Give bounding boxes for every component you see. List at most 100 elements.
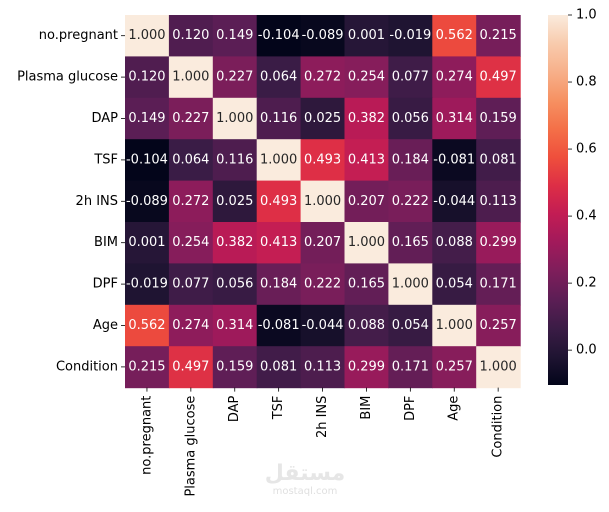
cell-value-r5-c1: 0.254: [172, 235, 209, 250]
heatmap-cell-r4-c7: [432, 180, 477, 223]
cell-value-r7-c7: 1.000: [436, 318, 473, 333]
heatmap-cell-r1-c0: [125, 56, 170, 99]
heatmap-cell-r3-c3: [256, 139, 302, 182]
cell-value-r8-c1: 0.497: [172, 359, 209, 374]
colorbar-tick-label-1: 0.2: [576, 276, 597, 291]
heatmap-cell-r5-c4: [300, 222, 346, 264]
heatmap-cell-r0-c2: [212, 15, 258, 57]
row-label-6: DPF: [93, 277, 118, 292]
cell-value-r1-c3: 0.064: [260, 70, 297, 85]
heatmap-cell-r4-c0: [125, 180, 170, 223]
colorbar-tick-label-3: 0.6: [576, 142, 597, 157]
cell-value-r5-c6: 0.165: [392, 235, 429, 250]
cell-value-r3-c6: 0.184: [392, 152, 429, 167]
cell-value-r0-c5: 0.001: [348, 28, 385, 43]
heatmap-cell-r4-c1: [168, 180, 214, 223]
row-label-5: BIM: [94, 235, 118, 250]
cell-value-r2-c1: 0.227: [172, 111, 209, 126]
colorbar-tick-label-5: 1.0: [576, 8, 597, 23]
cell-value-r5-c3: 0.413: [260, 235, 297, 250]
heatmap-cell-r5-c1: [168, 222, 214, 264]
cell-value-r6-c3: 0.184: [260, 277, 297, 292]
cell-value-r8-c2: 0.159: [216, 359, 253, 374]
cell-value-r3-c7: -0.081: [433, 152, 475, 167]
col-label-2: DAP: [227, 395, 242, 422]
heatmap-cell-r4-c4: [300, 180, 346, 223]
col-label-3: TSF: [271, 396, 286, 421]
heatmap-cell-r0-c0: [125, 15, 170, 57]
x-axis-tick-labels: no.pregnant Plasma glucose DAP TSF 2h INS BIM…: [139, 387, 506, 497]
heatmap-cell-r1-c1: [168, 56, 214, 99]
heatmap-cell-r4-c5: [344, 180, 389, 223]
cell-value-r8-c5: 0.299: [348, 359, 385, 374]
cell-value-r4-c2: 0.025: [216, 194, 253, 209]
heatmap-cell-r5-c7: [432, 222, 477, 264]
cell-value-r0-c3: -0.104: [258, 28, 300, 43]
cell-value-r4-c5: 0.207: [348, 194, 385, 209]
cell-value-r4-c1: 0.272: [172, 194, 209, 209]
heatmap-cell-r8-c4: [300, 346, 346, 389]
cell-value-r8-c8: 1.000: [480, 359, 517, 374]
heatmap-cell-r0-c6: [388, 15, 433, 57]
cell-value-r1-c6: 0.077: [392, 70, 429, 85]
cell-value-r2-c5: 0.382: [348, 111, 385, 126]
cell-value-r0-c2: 0.149: [216, 28, 253, 43]
cell-value-r2-c0: 0.149: [128, 111, 165, 126]
colorbar-tick-label-0: 0.0: [576, 343, 597, 358]
col-label-8: Condition: [491, 396, 506, 458]
cell-value-r1-c1: 1.000: [172, 70, 209, 85]
heatmap-cell-r1-c3: [256, 56, 302, 99]
cell-value-r5-c5: 1.000: [348, 235, 385, 250]
row-label-3: TSF: [93, 152, 118, 167]
heatmap-cell-r2-c7: [432, 97, 477, 140]
heatmap-cell-r0-c4: [300, 15, 346, 57]
heatmap-cell-r6-c0: [125, 263, 170, 306]
cell-value-r4-c3: 0.493: [260, 194, 297, 209]
heatmap-cell-r1-c6: [388, 56, 433, 99]
cell-value-r2-c4: 0.025: [304, 111, 341, 126]
cell-value-r0-c7: 0.562: [436, 28, 473, 43]
heatmap-cell-r7-c7: [432, 304, 477, 347]
heatmap-cell-r3-c6: [388, 139, 433, 182]
cell-value-r8-c6: 0.171: [392, 359, 429, 374]
heatmap-cell-r2-c6: [388, 97, 433, 140]
colorbar-tick-label-4: 0.8: [576, 75, 597, 90]
cell-value-r8-c4: 0.113: [304, 359, 341, 374]
heatmap-cell-r3-c1: [168, 139, 214, 182]
heatmap-cell-r2-c2: [212, 97, 258, 140]
row-label-2: DAP: [91, 111, 118, 126]
heatmap-cell-r7-c3: [256, 304, 302, 347]
cell-value-r5-c4: 0.207: [304, 235, 341, 250]
heatmap-cell-r7-c6: [388, 304, 433, 347]
heatmap-cell-r7-c5: [344, 304, 389, 347]
cell-value-r2-c7: 0.314: [436, 111, 473, 126]
heatmap-cell-r7-c2: [212, 304, 258, 347]
cell-value-r2-c6: 0.056: [392, 111, 429, 126]
cell-value-r6-c6: 1.000: [392, 277, 429, 292]
cell-value-r8-c3: 0.081: [260, 359, 297, 374]
heatmap-cell-r4-c8: [476, 180, 521, 223]
cell-value-r7-c8: 0.257: [480, 318, 517, 333]
heatmap-cell-r8-c2: [212, 346, 258, 389]
cell-value-r1-c7: 0.274: [436, 70, 473, 85]
colorbar-ticks: 0.0 0.2 0.4 0.6 0.8 1.0: [568, 8, 597, 358]
heatmap-cell-r7-c4: [300, 304, 346, 347]
heatmap-cell-r7-c8: [476, 304, 521, 347]
cell-value-r6-c4: 0.222: [304, 277, 341, 292]
row-label-8: Condition: [56, 359, 118, 374]
heatmap-cell-r2-c1: [168, 97, 214, 140]
cell-value-r7-c2: 0.314: [216, 318, 253, 333]
row-label-7: Age: [93, 318, 118, 333]
heatmap-cell-r7-c1: [168, 304, 214, 347]
heatmap-cell-r8-c0: [125, 346, 170, 389]
cell-value-r4-c6: 0.222: [392, 194, 429, 209]
cell-value-r5-c8: 0.299: [480, 235, 517, 250]
heatmap-cell-r6-c5: [344, 263, 389, 306]
heatmap-cell-r2-c5: [344, 97, 389, 140]
row-label-0: no.pregnant: [39, 28, 118, 43]
cell-value-r1-c8: 0.497: [480, 70, 517, 85]
cell-value-r5-c2: 0.382: [216, 235, 253, 250]
cell-value-r7-c0: 0.562: [128, 318, 165, 333]
cell-value-r3-c0: -0.104: [126, 152, 168, 167]
